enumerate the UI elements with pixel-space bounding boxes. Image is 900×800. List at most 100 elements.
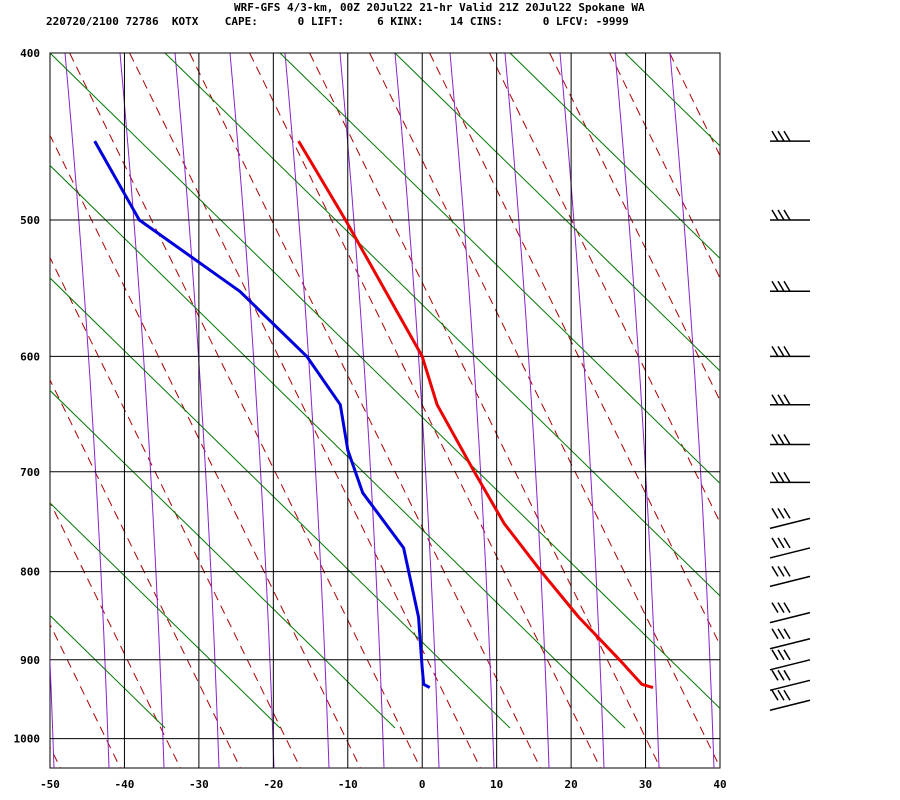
wind-barb-staff — [769, 547, 811, 559]
dry-adiabat — [770, 13, 900, 800]
moist-adiabat — [50, 650, 55, 768]
wind-barb-staff — [769, 575, 811, 588]
wind-barb-flag — [771, 537, 779, 549]
mixing-ratio-line — [740, 53, 900, 728]
moist-adiabat — [449, 53, 495, 768]
wind-barb-flag — [783, 649, 791, 661]
dry-adiabat — [69, 53, 421, 768]
moist-adiabat — [780, 53, 824, 768]
wind-barb — [769, 565, 811, 588]
dewpoint-trace — [93, 140, 431, 689]
wind-barb — [769, 537, 811, 559]
wind-barb-staff — [769, 611, 811, 624]
x-tick-label: 0 — [419, 778, 426, 791]
wind-barb-flag — [777, 434, 785, 445]
dry-adiabat — [50, 134, 361, 768]
wind-barb-flag — [777, 649, 785, 661]
wind-barb-flag — [777, 507, 785, 519]
wind-barb-flag — [783, 669, 791, 681]
dry-adiabat — [489, 53, 720, 524]
mixing-ratio-line — [50, 727, 51, 728]
dry-adiabat — [369, 53, 720, 768]
dry-adiabat — [50, 501, 181, 768]
wind-barb-flag — [777, 689, 785, 701]
mixing-ratio-line — [855, 53, 900, 728]
wind-barb-flag — [771, 394, 779, 406]
dry-adiabat — [50, 623, 121, 768]
wind-barb — [769, 628, 811, 650]
chart-title: WRF-GFS 4/3-km, 00Z 20Jul22 21-hr Valid … — [234, 1, 645, 14]
wind-barb-flag — [777, 280, 785, 292]
wind-barb — [770, 209, 810, 221]
moist-adiabat — [339, 53, 385, 768]
wind-barb-flag — [783, 537, 791, 549]
wind-barb — [769, 507, 811, 530]
wind-barb-flag — [771, 280, 779, 292]
y-tick-label: 400 — [20, 47, 40, 60]
dry-adiabat — [429, 53, 720, 647]
wind-barb-flag — [783, 628, 791, 640]
reference-lines — [0, 13, 900, 800]
grid-lines — [50, 52, 720, 768]
wind-barb-flag — [783, 565, 791, 577]
moist-adiabat — [394, 53, 440, 768]
mixing-ratio-line — [50, 53, 720, 710]
y-tick-label: 800 — [20, 566, 40, 579]
wind-barb — [770, 130, 810, 142]
dry-adiabat — [189, 53, 541, 768]
y-tick-label: 900 — [20, 654, 40, 667]
y-tick-label: 600 — [20, 350, 40, 363]
wind-barb-flag — [777, 628, 785, 640]
x-tick-label: 10 — [490, 778, 503, 791]
wind-barb — [770, 394, 810, 406]
x-tick-label: 40 — [713, 778, 726, 791]
dry-adiabat — [609, 53, 720, 280]
dry-adiabat — [830, 13, 900, 800]
wind-barb-flag — [771, 346, 779, 357]
moist-adiabat — [229, 53, 275, 768]
wind-barb-flag — [777, 130, 785, 142]
wind-barb — [769, 689, 811, 711]
y-tick-label: 1000 — [14, 733, 41, 746]
wind-barbs — [769, 130, 811, 711]
wind-barb-flag — [771, 471, 779, 483]
wind-barb-flag — [783, 346, 791, 357]
wind-barb — [770, 280, 810, 293]
dry-adiabat — [0, 13, 20, 800]
wind-barb — [770, 471, 810, 484]
wind-barb-flag — [783, 394, 791, 406]
wind-barb-flag — [771, 565, 779, 577]
dry-adiabat — [890, 13, 900, 800]
dry-adiabat — [50, 378, 241, 768]
wind-barb — [769, 649, 811, 671]
wind-barb-flag — [777, 537, 785, 549]
wind-barb-flag — [771, 628, 779, 640]
x-tick-label: -10 — [338, 778, 358, 791]
x-tick-label: -20 — [263, 778, 283, 791]
wind-barb-flag — [783, 209, 791, 221]
wind-barb-flag — [777, 565, 785, 577]
dry-adiabat — [50, 256, 301, 768]
wind-barb-flag — [777, 394, 785, 406]
wind-barb-staff — [769, 679, 811, 692]
dry-adiabat — [249, 53, 601, 768]
moist-adiabat — [669, 53, 715, 768]
mixing-ratio-line — [50, 502, 281, 729]
y-tick-label: 500 — [20, 214, 40, 227]
wind-barb-flag — [783, 130, 791, 142]
x-tick-label: 20 — [564, 778, 577, 791]
mixing-ratio-line — [509, 53, 720, 260]
mixing-ratio-line — [394, 53, 720, 372]
x-tick-label: 30 — [639, 778, 652, 791]
wind-barb-flag — [783, 602, 791, 614]
wind-barb-flag — [777, 602, 785, 614]
wind-barb-flag — [777, 471, 785, 483]
moist-adiabat — [284, 53, 330, 768]
wind-barb — [769, 602, 811, 624]
wind-barb-flag — [771, 669, 779, 681]
axis-labels: -50 -40 -30 -20 -10 0 10 20 30 40 400 500 600 700 800 9… — [14, 47, 727, 791]
wind-barb-staff — [769, 638, 811, 650]
wind-barb-flag — [771, 507, 779, 519]
sounding-info-line: 220720/2100 72786 KOTX CAPE: 0 LIFT: 6 K… — [46, 15, 629, 28]
moist-adiabat — [504, 53, 550, 768]
